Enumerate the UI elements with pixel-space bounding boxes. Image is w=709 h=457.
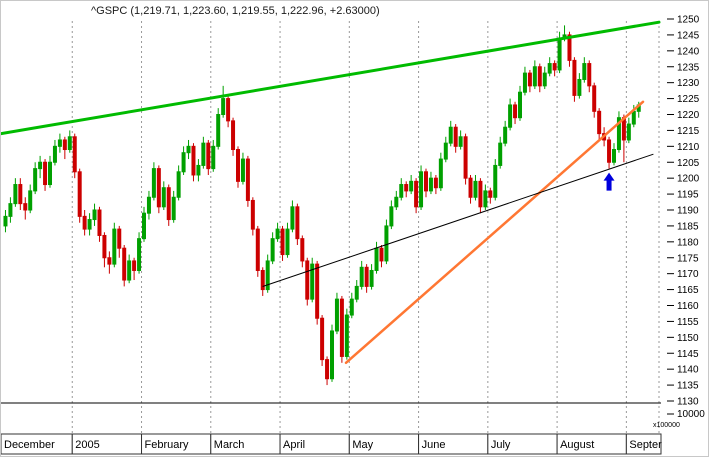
y-axis-price-label: 1225 (677, 94, 700, 105)
volume-axis-label: 10000 (677, 409, 705, 420)
y-axis-price-label: 1175 (677, 253, 699, 264)
y-axis-price-label: 1155 (677, 317, 699, 328)
x-axis-month-label: Septer (629, 439, 662, 451)
x-axis-month-label: March (214, 439, 245, 451)
y-axis-price-label: 1140 (677, 365, 699, 376)
y-axis-price-label: 1240 (677, 46, 700, 57)
volume-scale-label: x100000 (653, 422, 680, 429)
y-axis-price-label: 1130 (677, 397, 699, 408)
long-term-support (262, 153, 654, 287)
y-axis-price-label: 1215 (677, 126, 700, 137)
y-axis-price-label: 1230 (677, 78, 700, 89)
x-axis-month-cell (625, 433, 662, 455)
y-axis-price-label: 1145 (677, 349, 699, 360)
y-axis-price-label: 1200 (677, 174, 700, 185)
x-axis-month-label: August (560, 439, 594, 451)
x-axis-month-label: May (352, 439, 373, 451)
x-axis-month-label: April (283, 439, 305, 451)
trendlines-group (1, 20, 661, 365)
y-axis-price-label: 1170 (677, 269, 699, 280)
y-axis-price-label: 1190 (677, 206, 699, 217)
x-axis-month-label: 2005 (75, 439, 99, 451)
y-axis-price-label: 1160 (677, 301, 699, 312)
x-axis-group: December 2005 February March April May June Jul… (1, 433, 662, 455)
candles-group (3, 25, 641, 386)
month-gridlines (71, 21, 660, 434)
upper-channel-resistance (1, 20, 661, 136)
x-axis-month-label: July (491, 439, 511, 451)
y-axis-price-label: 1220 (677, 110, 700, 121)
volume-panel-group: 10000 x100000 (653, 409, 705, 429)
x-axis-month-label: June (422, 439, 446, 451)
x-axis-month-label: December (4, 439, 55, 451)
steep-rally-support (344, 100, 645, 365)
buy-arrow-icon (603, 172, 615, 191)
y-axis-price-label: 1210 (677, 142, 700, 153)
y-axis-price-label: 1235 (677, 62, 700, 73)
y-axis-price-label: 1185 (677, 221, 699, 232)
y-axis-price-label: 1250 (677, 15, 700, 26)
x-axis-month-label: February (145, 439, 190, 451)
y-axis-price-label: 1195 (677, 190, 699, 201)
y-axis-price-label: 1205 (677, 158, 700, 169)
y-axis-price-label: 1150 (677, 333, 699, 344)
y-axis-price-label: 1245 (677, 30, 700, 41)
y-axis-price-label: 1165 (677, 285, 699, 296)
y-axis-price-label: 1135 (677, 381, 699, 392)
price-quote-title: ^GSPC (1,219.71, 1,223.60, 1,219.55, 1,2… (91, 5, 380, 17)
y-axis-price-label: 1180 (677, 237, 699, 248)
y-axis-group: 1130 1135 1140 1145 1150 1155 1160 1165 1170 1175… (667, 15, 700, 408)
